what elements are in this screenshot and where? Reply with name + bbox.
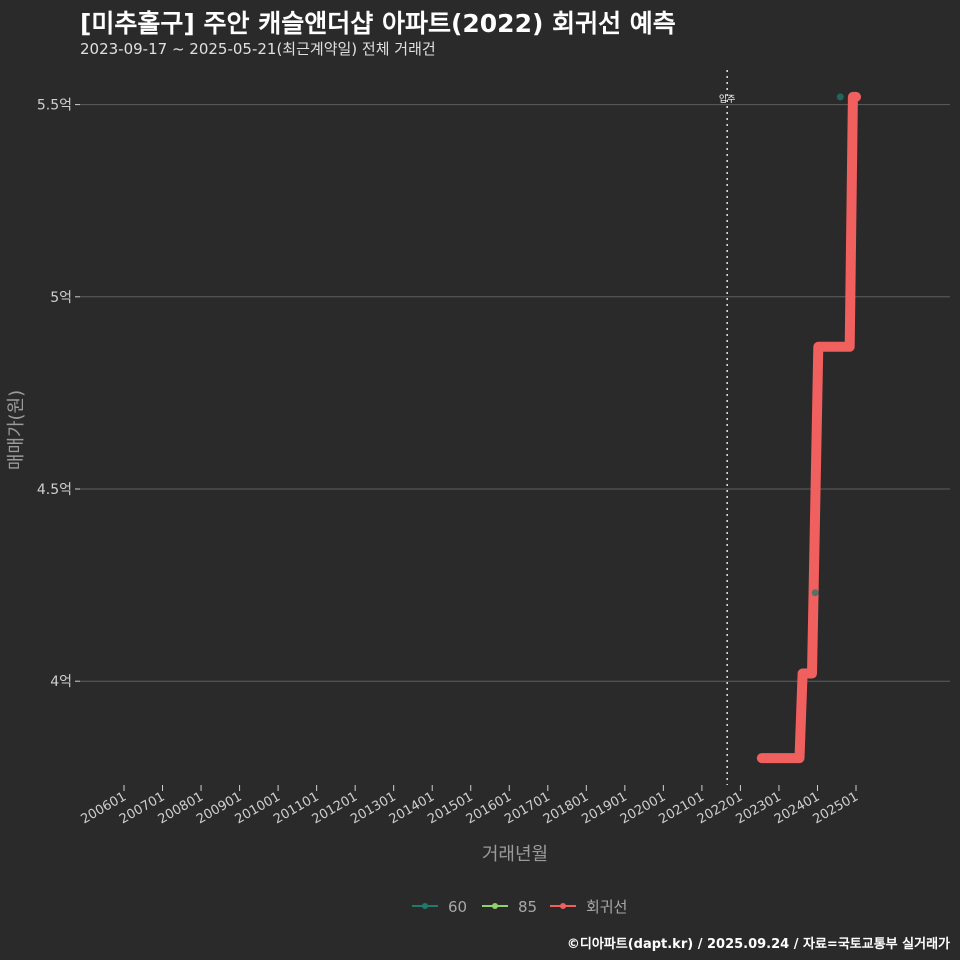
- source-caption: ©디아파트(dapt.kr) / 2025.09.24 / 자료=국토교통부 실…: [566, 937, 950, 952]
- legend-label-85: 85: [518, 898, 537, 916]
- y-tick-label: 5.5억: [37, 98, 72, 114]
- legend: 60 85 회귀선: [412, 898, 627, 916]
- legend-dot-60: [422, 903, 428, 909]
- series: [756, 91, 861, 764]
- legend-label-회귀선: 회귀선: [586, 898, 627, 916]
- y-axis: 4억 4.5억 5억 5.5억: [37, 98, 80, 690]
- y-tick-label: 5억: [50, 290, 72, 306]
- point-60: [811, 589, 819, 597]
- x-axis: 2006012007012008012009012010012011012012…: [79, 785, 861, 827]
- point-60: [836, 93, 844, 101]
- y-axis-label: 매매가(원): [6, 390, 27, 470]
- x-axis-label: 거래년월: [482, 844, 548, 865]
- y-tick-label: 4억: [50, 674, 72, 690]
- chart-subtitle: 2023-09-17 ~ 2025-05-21(최근계약일) 전체 거래건: [80, 40, 436, 58]
- legend-dot-회귀선: [560, 903, 566, 909]
- legend-label-60: 60: [448, 898, 467, 916]
- legend-dot-85: [492, 903, 498, 909]
- move-in-label: 입주: [719, 93, 736, 105]
- y-tick-label: 4.5억: [37, 482, 72, 498]
- annotations: 입주: [719, 70, 736, 785]
- chart-title: [미추홀구] 주안 캐슬앤더샵 아파트(2022) 회귀선 예측: [80, 9, 676, 38]
- regression-line: [756, 91, 861, 764]
